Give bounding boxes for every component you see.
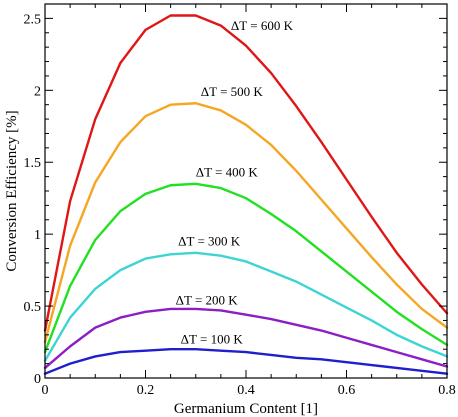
x-tick-label: 0.4 [237,383,255,398]
series-label-6: ΔT = 600 K [231,18,294,33]
series-layer [43,14,449,375]
series-label-layer: ΔT = 100 K ΔT = 200 K ΔT = 300 K ΔT = 400 K… [176,18,294,347]
series-line-6 [43,14,449,332]
series-label-3: ΔT = 300 K [178,234,241,249]
y-tick-label: 2.5 [24,12,42,27]
series-label-2: ΔT = 200 K [176,293,239,308]
series-label-4: ΔT = 400 K [196,165,259,180]
y-tick-label: 1.5 [24,156,42,171]
series-label-1: ΔT = 100 K [181,331,244,346]
x-tick-label: 0.6 [338,383,356,398]
y-tick-label: 0 [34,372,41,387]
series-line-5 [43,102,449,344]
series-line-4 [43,182,449,354]
y-axis-title: Conversion Efficiency [%] [4,110,20,271]
x-tick-label: 0.2 [137,383,155,398]
plot-frame [44,3,448,379]
x-tick-label: 0.8 [438,383,456,398]
y-tick-label: 0.5 [24,300,42,315]
series-line-2 [43,307,449,370]
series-line-1 [43,348,449,375]
series-line-3 [43,251,449,362]
series-label-5: ΔT = 500 K [201,84,264,99]
x-axis-title: Germanium Content [1] [174,401,318,417]
axes-layer: 0 0.2 0.4 0.6 0.8 0 0.5 1 1.5 2 2.5 [24,3,456,398]
x-tick-label: 0 [42,383,49,398]
y-tick-label: 2 [34,84,41,99]
y-tick-label: 1 [34,228,41,243]
